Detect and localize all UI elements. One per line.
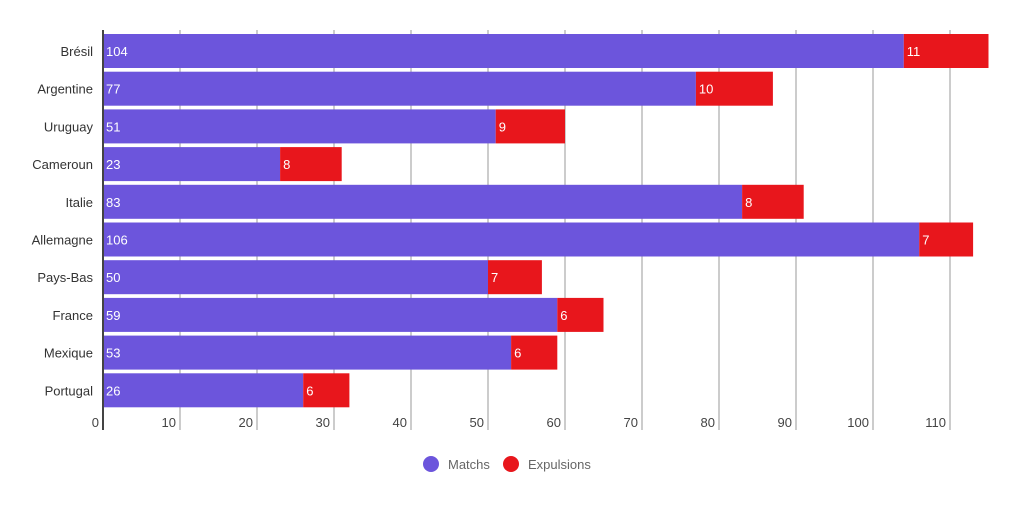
- bar-matchs: [103, 335, 512, 370]
- x-tick-label: 80: [701, 415, 715, 430]
- category-label: Mexique: [44, 346, 93, 361]
- bar-matchs: [103, 297, 558, 332]
- data-label: 11: [907, 44, 921, 59]
- bar-matchs: [103, 260, 488, 295]
- bar-matchs: [103, 34, 904, 68]
- data-label: 83: [106, 195, 120, 210]
- bar-expulsions: [903, 34, 989, 68]
- data-label: 6: [560, 308, 567, 323]
- data-label: 6: [514, 346, 521, 361]
- category-label: Pays-Bas: [37, 270, 93, 285]
- x-tick-label: 50: [470, 415, 484, 430]
- legend-label: Matchs: [448, 457, 490, 472]
- bar-expulsions: [742, 184, 804, 219]
- category-label: Cameroun: [32, 157, 93, 172]
- data-label: 8: [283, 157, 290, 172]
- bar-expulsions: [511, 335, 558, 370]
- bar-matchs: [103, 109, 496, 144]
- legend-label: Expulsions: [528, 457, 591, 472]
- category-label: Argentine: [37, 82, 93, 97]
- data-label: 7: [922, 233, 929, 248]
- data-label: 9: [499, 119, 506, 134]
- x-tick-label: 60: [547, 415, 561, 430]
- x-tick-label: 110: [925, 415, 946, 430]
- x-tick-label: 0: [92, 415, 99, 430]
- data-label: 104: [106, 44, 128, 59]
- data-label: 59: [106, 308, 120, 323]
- x-tick-label: 30: [316, 415, 330, 430]
- category-label: Uruguay: [44, 119, 94, 134]
- bar-expulsions: [488, 260, 542, 295]
- bar-matchs: [103, 373, 304, 408]
- x-tick-label: 10: [162, 415, 176, 430]
- legend-swatch: [423, 456, 439, 472]
- bar-matchs: [103, 222, 920, 257]
- bar-matchs: [103, 184, 743, 219]
- bar-expulsions: [303, 373, 350, 408]
- bars: 104 11 77 10 51 9 23 8 83 8 106 7 50 7 59 6 53 6 26 6: [103, 34, 989, 408]
- data-label: 10: [699, 82, 713, 97]
- data-label: 77: [106, 82, 120, 97]
- data-label: 6: [306, 383, 313, 398]
- category-label: Brésil: [60, 44, 93, 59]
- category-label: Allemagne: [32, 233, 93, 248]
- x-tick-label: 40: [393, 415, 407, 430]
- legend: Matchs Expulsions: [423, 456, 591, 472]
- legend-swatch: [503, 456, 519, 472]
- bar-expulsions: [557, 297, 604, 332]
- data-label: 106: [106, 233, 128, 248]
- bar-expulsions: [280, 147, 342, 182]
- x-tick-label: 70: [624, 415, 638, 430]
- category-label: Portugal: [45, 383, 94, 398]
- x-tick-label: 100: [847, 415, 869, 430]
- category-labels: Brésil Argentine Uruguay Cameroun Italie Alle…: [32, 44, 94, 398]
- category-label: Italie: [66, 195, 93, 210]
- x-tick-label: 90: [778, 415, 792, 430]
- data-label: 8: [745, 195, 752, 210]
- data-label: 50: [106, 270, 120, 285]
- bar-matchs: [103, 71, 696, 106]
- bar-matchs: [103, 147, 281, 182]
- bar-expulsions: [695, 71, 773, 106]
- data-label: 7: [491, 270, 498, 285]
- x-tick-labels: 0 10 20 30 40 50 60 70 80 90 100 110: [92, 415, 946, 430]
- x-tick-label: 20: [239, 415, 253, 430]
- bar-expulsions: [919, 222, 974, 257]
- data-label: 26: [106, 383, 120, 398]
- bar-expulsions: [495, 109, 565, 144]
- data-label: 53: [106, 346, 120, 361]
- data-label: 23: [106, 157, 120, 172]
- data-label: 51: [106, 119, 120, 134]
- category-label: France: [53, 308, 93, 323]
